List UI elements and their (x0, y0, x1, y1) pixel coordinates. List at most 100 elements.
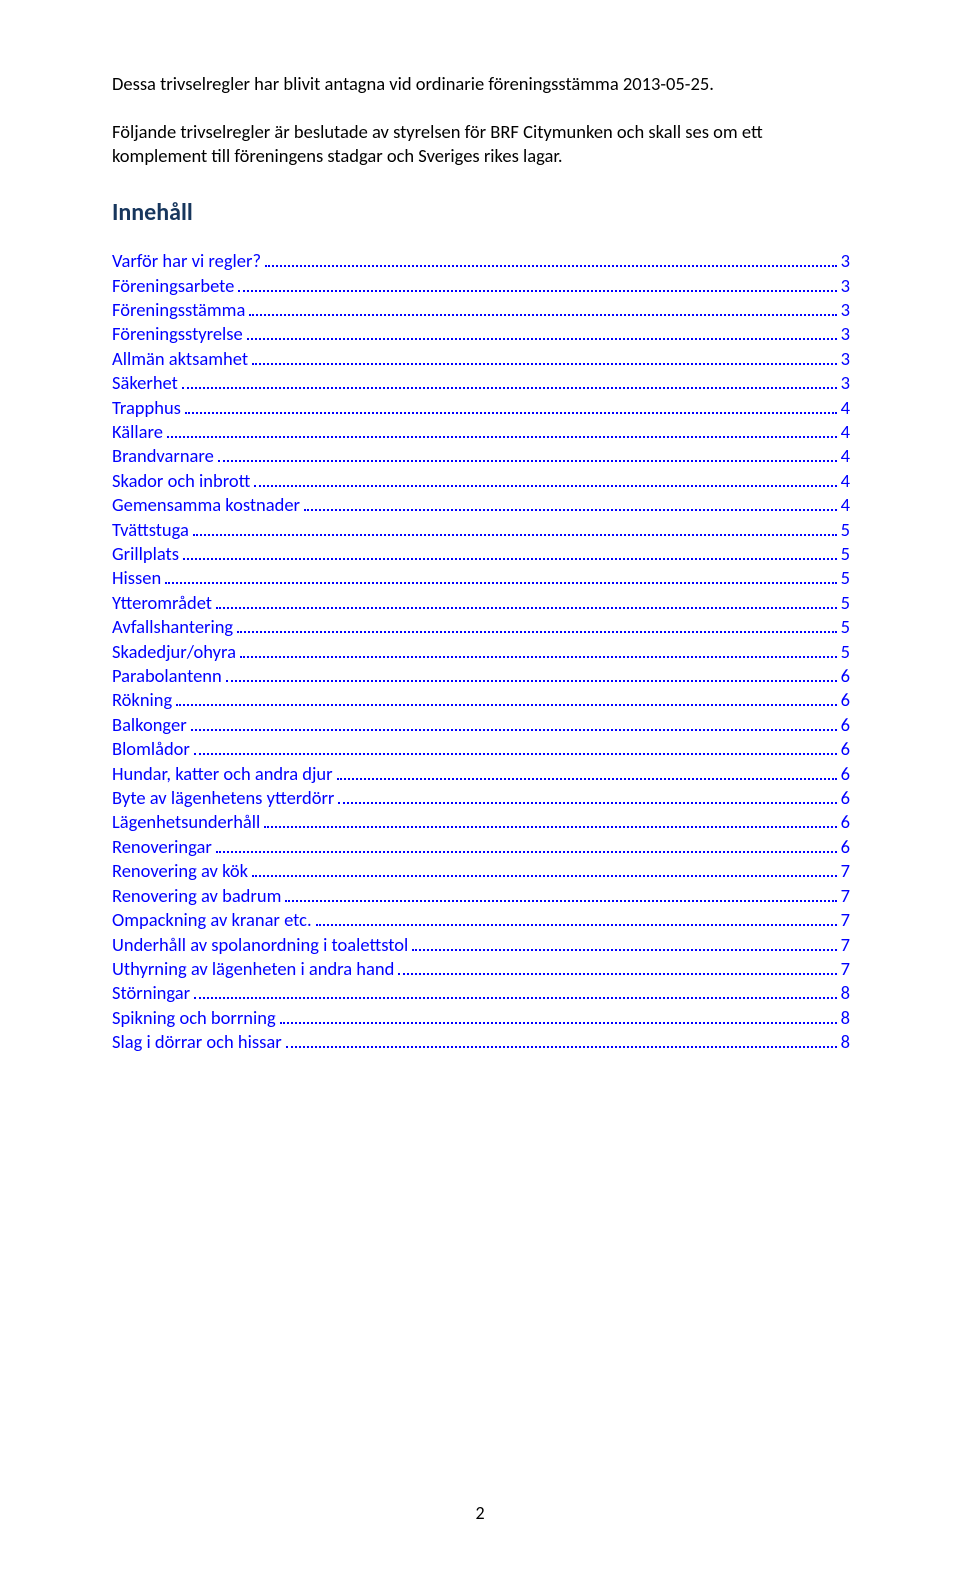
toc-entry-page: 5 (841, 591, 850, 615)
toc-entry[interactable]: Uthyrning av lägenheten i andra hand 7 (112, 957, 850, 981)
toc-entry-label: Hissen (112, 566, 161, 590)
toc-entry[interactable]: Spikning och borrning8 (112, 1006, 850, 1030)
toc-entry[interactable]: Hissen 5 (112, 566, 850, 590)
toc-entry-page: 6 (841, 810, 850, 834)
toc-heading: Innehåll (112, 198, 850, 227)
toc-entry-page: 3 (841, 371, 850, 395)
toc-entry-page: 5 (841, 566, 850, 590)
toc-leader-dots (252, 863, 837, 878)
page-number: 2 (0, 1502, 960, 1524)
toc-leader-dots (337, 765, 837, 780)
toc-entry[interactable]: Föreningsstyrelse3 (112, 322, 850, 346)
toc-entry-label: Brandvarnare (112, 444, 214, 468)
toc-entry[interactable]: Gemensamma kostnader 4 (112, 493, 850, 517)
toc-entry-label: Skador och inbrott (112, 469, 250, 493)
toc-entry-page: 7 (841, 957, 850, 981)
toc-entry[interactable]: Källare4 (112, 420, 850, 444)
toc-entry[interactable]: Renoveringar 6 (112, 835, 850, 859)
toc-entry-page: 6 (841, 664, 850, 688)
toc-entry-page: 6 (841, 835, 850, 859)
toc-entry-label: Källare (112, 420, 163, 444)
toc-entry[interactable]: Balkonger6 (112, 713, 850, 737)
toc-entry[interactable]: Avfallshantering5 (112, 615, 850, 639)
toc-entry-label: Hundar, katter och andra djur (112, 762, 333, 786)
toc-entry[interactable]: Tvättstuga5 (112, 518, 850, 542)
toc-entry-page: 6 (841, 688, 850, 712)
toc-entry[interactable]: Lägenhetsunderhåll6 (112, 810, 850, 834)
toc-entry[interactable]: Underhåll av spolanordning i toalettstol… (112, 933, 850, 957)
toc-entry-page: 8 (841, 1030, 850, 1054)
toc-leader-dots (194, 740, 837, 755)
toc-entry[interactable]: Föreningsarbete3 (112, 274, 850, 298)
toc-entry-label: Renoveringar (112, 835, 212, 859)
toc-entry-label: Rökning (112, 688, 172, 712)
toc-entry-page: 3 (841, 347, 850, 371)
toc-entry[interactable]: Renovering av badrum 7 (112, 884, 850, 908)
toc-entry-label: Ompackning av kranar etc. (112, 908, 312, 932)
toc-leader-dots (304, 496, 837, 511)
toc-entry[interactable]: Störningar8 (112, 981, 850, 1005)
toc-entry[interactable]: Byte av lägenhetens ytterdörr6 (112, 786, 850, 810)
toc-leader-dots (252, 350, 837, 365)
toc-leader-dots (398, 960, 836, 975)
toc-leader-dots (265, 252, 837, 267)
toc-leader-dots (194, 985, 837, 1000)
toc-leader-dots (216, 594, 837, 609)
toc-entry-label: Grillplats (112, 542, 179, 566)
toc-entry[interactable]: Parabolantenn6 (112, 664, 850, 688)
toc-leader-dots (264, 814, 836, 829)
toc-entry-label: Slag i dörrar och hissar (112, 1030, 282, 1054)
toc-entry-label: Trapphus (112, 396, 181, 420)
toc-entry[interactable]: Rökning 6 (112, 688, 850, 712)
toc-entry-page: 7 (841, 933, 850, 957)
toc-entry-page: 4 (841, 493, 850, 517)
toc-leader-dots (218, 448, 837, 463)
toc-entry-label: Gemensamma kostnader (112, 493, 300, 517)
toc-entry-page: 7 (841, 884, 850, 908)
toc-leader-dots (285, 887, 836, 902)
toc-entry[interactable]: Skadedjur/ohyra5 (112, 640, 850, 664)
toc-entry-page: 5 (841, 518, 850, 542)
toc-entry[interactable]: Allmän aktsamhet 3 (112, 347, 850, 371)
toc-entry[interactable]: Föreningsstämma3 (112, 298, 850, 322)
toc-leader-dots (286, 1033, 837, 1048)
toc-entry-label: Balkonger (112, 713, 187, 737)
toc-entry-label: Allmän aktsamhet (112, 347, 248, 371)
toc-entry[interactable]: Grillplats 5 (112, 542, 850, 566)
toc-entry[interactable]: Ytterområdet5 (112, 591, 850, 615)
toc-leader-dots (216, 838, 837, 853)
toc-entry[interactable]: Ompackning av kranar etc.7 (112, 908, 850, 932)
intro-paragraph-2: Följande trivselregler är beslutade av s… (112, 120, 850, 168)
toc-leader-dots (237, 618, 836, 633)
toc-entry[interactable]: Skador och inbrott4 (112, 469, 850, 493)
toc-leader-dots (182, 374, 837, 389)
toc-entry-page: 6 (841, 762, 850, 786)
toc-entry-label: Spikning och borrning (112, 1006, 276, 1030)
table-of-contents: Varför har vi regler?3Föreningsarbete3Fö… (112, 249, 850, 1054)
toc-entry-page: 5 (841, 542, 850, 566)
toc-entry-label: Uthyrning av lägenheten i andra hand (112, 957, 394, 981)
toc-entry[interactable]: Trapphus4 (112, 396, 850, 420)
toc-leader-dots (165, 570, 836, 585)
toc-leader-dots (249, 301, 836, 316)
toc-entry-label: Varför har vi regler? (112, 249, 261, 273)
toc-entry[interactable]: Renovering av kök7 (112, 859, 850, 883)
toc-entry[interactable]: Säkerhet3 (112, 371, 850, 395)
toc-entry-label: Föreningsstämma (112, 298, 245, 322)
toc-leader-dots (338, 789, 836, 804)
toc-leader-dots (247, 326, 837, 341)
toc-entry-label: Renovering av kök (112, 859, 248, 883)
toc-leader-dots (240, 643, 837, 658)
toc-entry-label: Byte av lägenhetens ytterdörr (112, 786, 334, 810)
toc-leader-dots (280, 1009, 837, 1024)
toc-leader-dots (226, 667, 837, 682)
toc-entry[interactable]: Slag i dörrar och hissar 8 (112, 1030, 850, 1054)
toc-entry[interactable]: Varför har vi regler?3 (112, 249, 850, 273)
toc-entry-label: Föreningsstyrelse (112, 322, 243, 346)
toc-entry[interactable]: Blomlådor6 (112, 737, 850, 761)
toc-entry[interactable]: Hundar, katter och andra djur 6 (112, 762, 850, 786)
toc-leader-dots (316, 911, 837, 926)
toc-entry[interactable]: Brandvarnare4 (112, 444, 850, 468)
toc-entry-label: Renovering av badrum (112, 884, 281, 908)
toc-leader-dots (254, 472, 836, 487)
